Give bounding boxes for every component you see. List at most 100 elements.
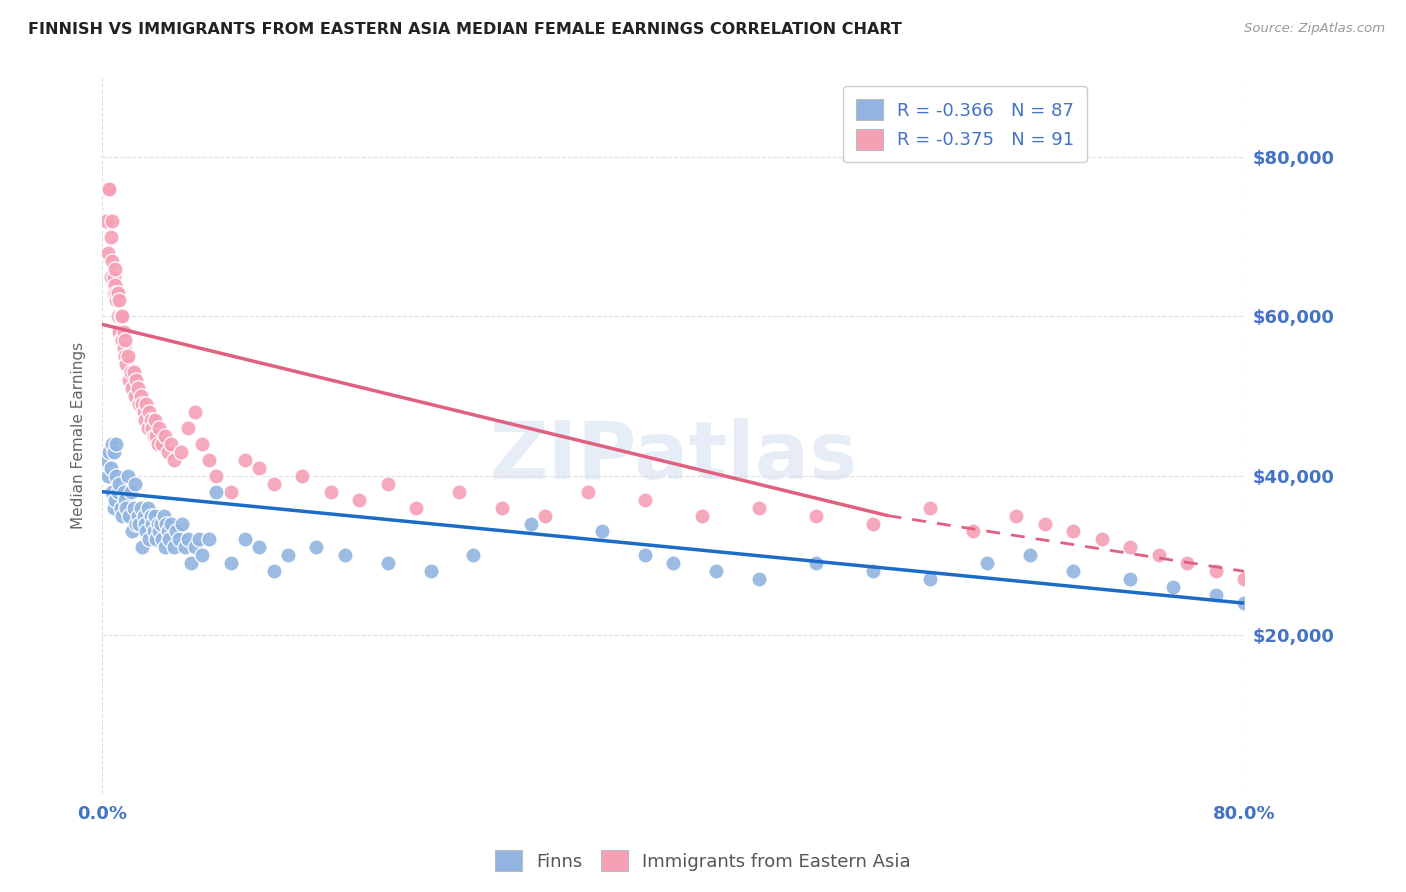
Point: [98, 182, 121, 196]
Point: [155, 516, 177, 531]
Point: [804, 508, 827, 523]
Point: [198, 452, 221, 467]
Legend: R = -0.366   N = 87, R = -0.375   N = 91: R = -0.366 N = 87, R = -0.375 N = 91: [844, 87, 1087, 162]
Point: [1062, 564, 1084, 578]
Point: [98, 445, 121, 459]
Point: [1261, 676, 1284, 690]
Point: [129, 500, 152, 515]
Point: [115, 500, 138, 515]
Point: [1119, 541, 1142, 555]
Point: [205, 484, 228, 499]
Point: [100, 229, 122, 244]
Point: [219, 557, 242, 571]
Point: [96, 214, 118, 228]
Point: [166, 524, 188, 539]
Point: [96, 452, 118, 467]
Point: [132, 508, 155, 523]
Point: [103, 500, 125, 515]
Point: [191, 437, 214, 451]
Point: [141, 421, 163, 435]
Y-axis label: Median Female Earnings: Median Female Earnings: [72, 343, 86, 530]
Point: [149, 516, 172, 531]
Point: [172, 516, 194, 531]
Point: [148, 524, 170, 539]
Point: [135, 397, 157, 411]
Point: [139, 508, 162, 523]
Point: [145, 533, 167, 547]
Point: [159, 516, 181, 531]
Point: [170, 445, 193, 459]
Point: [108, 326, 131, 340]
Point: [112, 484, 135, 499]
Point: [152, 508, 174, 523]
Point: [98, 182, 121, 196]
Point: [139, 413, 162, 427]
Point: [127, 381, 149, 395]
Point: [219, 484, 242, 499]
Point: [103, 285, 125, 300]
Point: [1205, 588, 1227, 602]
Point: [233, 533, 256, 547]
Point: [107, 484, 129, 499]
Point: [103, 269, 125, 284]
Point: [103, 445, 125, 459]
Point: [131, 541, 153, 555]
Point: [104, 261, 127, 276]
Point: [169, 533, 191, 547]
Point: [184, 405, 207, 419]
Point: [110, 310, 132, 324]
Point: [1175, 557, 1198, 571]
Point: [120, 365, 142, 379]
Point: [519, 516, 541, 531]
Point: [110, 500, 132, 515]
Text: FINNISH VS IMMIGRANTS FROM EASTERN ASIA MEDIAN FEMALE EARNINGS CORRELATION CHART: FINNISH VS IMMIGRANTS FROM EASTERN ASIA …: [28, 22, 903, 37]
Point: [862, 564, 884, 578]
Point: [920, 572, 942, 586]
Point: [107, 285, 129, 300]
Point: [146, 516, 169, 531]
Point: [134, 516, 156, 531]
Point: [634, 549, 657, 563]
Point: [129, 389, 152, 403]
Point: [188, 533, 211, 547]
Point: [233, 452, 256, 467]
Point: [291, 468, 314, 483]
Point: [205, 468, 228, 483]
Point: [143, 508, 166, 523]
Point: [162, 452, 184, 467]
Point: [132, 405, 155, 419]
Point: [533, 508, 555, 523]
Point: [112, 326, 135, 340]
Point: [162, 541, 184, 555]
Point: [191, 549, 214, 563]
Point: [247, 541, 270, 555]
Point: [134, 413, 156, 427]
Point: [576, 484, 599, 499]
Point: [104, 492, 127, 507]
Point: [184, 541, 207, 555]
Point: [138, 533, 160, 547]
Point: [177, 533, 200, 547]
Point: [1005, 508, 1028, 523]
Point: [128, 516, 150, 531]
Point: [405, 500, 427, 515]
Text: Source: ZipAtlas.com: Source: ZipAtlas.com: [1244, 22, 1385, 36]
Point: [247, 460, 270, 475]
Point: [117, 468, 139, 483]
Point: [156, 445, 179, 459]
Point: [131, 397, 153, 411]
Point: [1062, 524, 1084, 539]
Point: [120, 484, 142, 499]
Point: [101, 484, 124, 499]
Point: [122, 365, 145, 379]
Point: [1233, 596, 1256, 610]
Point: [377, 557, 399, 571]
Point: [1033, 516, 1056, 531]
Point: [748, 572, 770, 586]
Point: [319, 484, 342, 499]
Legend: Finns, Immigrants from Eastern Asia: Finns, Immigrants from Eastern Asia: [488, 843, 918, 879]
Point: [347, 492, 370, 507]
Point: [1161, 580, 1184, 594]
Point: [333, 549, 356, 563]
Point: [1147, 549, 1170, 563]
